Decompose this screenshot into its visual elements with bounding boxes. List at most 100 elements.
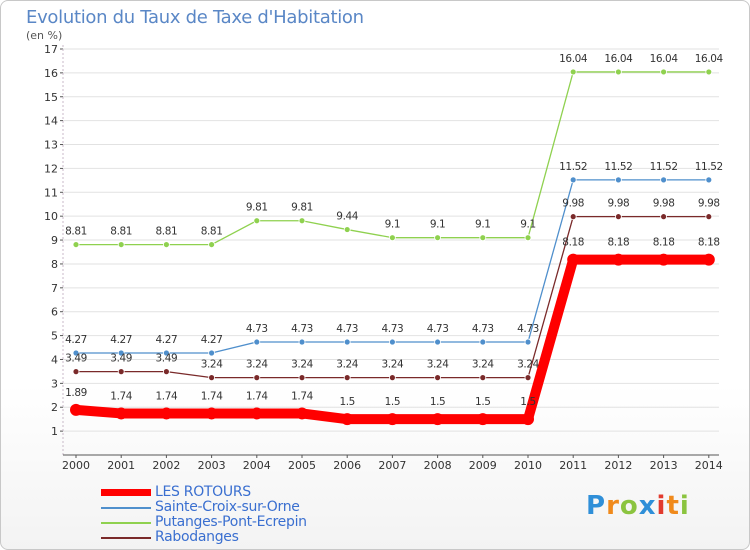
x-tick-label: 2010 [514,459,542,472]
data-point [386,413,399,426]
y-tick-label: 15 [44,91,58,104]
chart-legend: LES ROTOURS Sainte-Croix-sur-Orne Putanges… [101,485,307,545]
data-point [567,253,580,266]
data-point [569,213,577,221]
data-label: 11.52 [559,161,587,173]
y-tick-label: 4 [51,353,58,366]
legend-item: Putanges-Pont-Ecrepin [101,515,307,530]
data-label: 3.24 [517,359,539,371]
data-label: 9.81 [291,202,313,214]
logo-letter: x [638,491,657,521]
chart-subtitle: (en %) [26,29,63,42]
data-point [341,413,354,426]
data-label: 11.52 [695,161,723,173]
legend-swatch [101,521,151,524]
y-tick-label: 6 [51,306,58,319]
data-label: 9.81 [246,202,268,214]
legend-label: Sainte-Croix-sur-Orne [155,499,300,515]
data-point [524,338,532,346]
data-point [298,338,306,346]
x-tick-label: 2004 [243,459,271,472]
data-label: 1.5 [520,396,536,408]
data-label: 1.74 [110,390,132,402]
data-point [343,338,351,346]
data-label: 4.73 [427,323,449,335]
logo-letter: r [606,491,620,521]
x-tick-label: 2012 [604,459,632,472]
data-point [431,413,444,426]
data-point [705,213,713,221]
data-label: 1.74 [246,390,268,402]
data-point [253,374,261,382]
data-point [117,349,125,357]
data-label: 1.5 [385,396,401,408]
data-label: 9.1 [430,219,446,231]
data-point [72,368,80,376]
data-label: 4.27 [110,334,132,346]
logo-letter: P [586,491,607,521]
data-point [569,176,577,184]
data-label: 9.98 [608,198,630,210]
legend-swatch [101,536,151,539]
legend-item: Sainte-Croix-sur-Orne [101,500,307,515]
data-label: 4.27 [65,334,87,346]
data-point [705,68,713,76]
data-label: 8.81 [65,226,87,238]
legend-swatch [101,506,151,509]
x-tick-label: 2007 [378,459,406,472]
data-label: 3.24 [336,359,358,371]
data-point [162,368,170,376]
proxiti-logo: Proxiti [586,491,690,521]
data-label: 9.1 [475,219,491,231]
data-label: 1.74 [201,390,223,402]
data-point [388,374,396,382]
data-point [705,176,713,184]
data-point [524,234,532,242]
data-label: 3.24 [291,359,313,371]
data-point [660,68,667,76]
y-tick-label: 16 [44,67,58,80]
data-label: 8.18 [653,237,675,249]
data-point [115,407,128,420]
data-label: 3.24 [427,359,449,371]
data-label: 16.04 [695,53,724,65]
data-label: 8.18 [608,237,630,249]
data-point [208,349,216,357]
data-label: 8.81 [156,226,178,238]
x-tick-label: 2003 [198,459,226,472]
data-label: 4.27 [156,334,178,346]
data-point [343,226,351,233]
data-point [434,374,442,382]
y-tick-label: 1 [51,425,58,438]
data-point [522,413,534,426]
data-label: 1.74 [156,390,178,402]
data-point [250,407,263,420]
y-tick-label: 12 [44,162,58,175]
data-point [343,374,351,382]
data-label: 3.24 [201,359,223,371]
data-point [660,176,667,184]
logo-letter: t [666,491,680,521]
legend-label: LES ROTOURS [155,484,251,500]
data-point [612,253,625,266]
data-label: 4.73 [472,323,494,335]
data-label: 3.49 [65,353,87,365]
data-label: 1.5 [475,396,491,408]
logo-letter: i [656,491,667,521]
data-label: 8.18 [698,237,720,249]
data-label: 1.89 [65,387,87,399]
y-tick-label: 17 [44,43,58,56]
data-label: 9.98 [698,198,720,210]
data-point [388,234,396,242]
data-label: 3.24 [472,359,494,371]
data-point [615,176,622,184]
data-label: 1.5 [339,396,355,408]
x-tick-label: 2013 [650,459,678,472]
data-label: 8.18 [562,237,584,249]
data-label: 9.98 [562,198,584,210]
data-point [208,241,216,248]
x-tick-label: 2014 [695,459,723,472]
y-tick-label: 3 [51,377,58,390]
data-point [117,368,125,376]
